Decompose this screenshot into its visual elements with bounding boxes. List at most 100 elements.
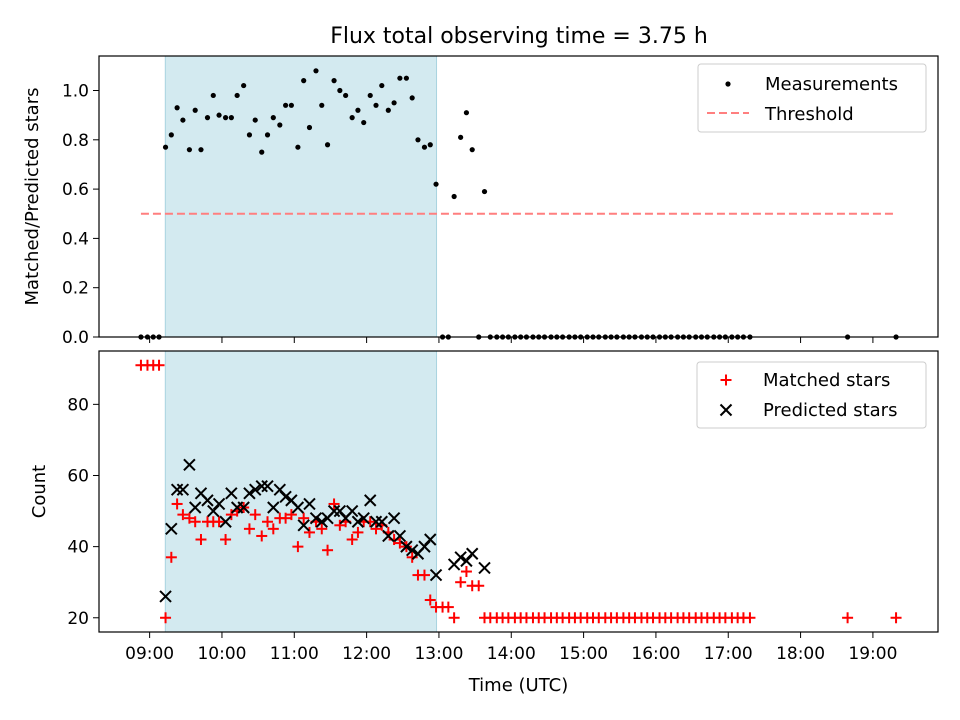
matched-star-point — [418, 569, 430, 581]
matched-star-point — [189, 516, 201, 528]
legend: Measurements Threshold — [697, 63, 927, 133]
measurement-point — [469, 147, 475, 153]
y-axis-label: Matched/Predicted stars — [22, 88, 43, 306]
measurement-point — [415, 137, 421, 143]
measurement-point — [234, 92, 240, 99]
predicted-star-point — [243, 487, 256, 500]
y-tick-label: 80 — [67, 395, 89, 415]
legend-label-measurements: Measurements — [765, 74, 898, 95]
measurement-point — [481, 188, 488, 195]
measurement-point — [313, 68, 319, 74]
observing-window-shade — [164, 55, 438, 338]
x-tick-label: 13:00 — [414, 644, 463, 664]
measurement-point — [319, 102, 325, 108]
matched-star-point — [406, 551, 418, 563]
predicted-star-point — [375, 515, 389, 528]
measurement-point — [277, 122, 283, 128]
measurement-point — [421, 144, 428, 150]
measurement-point — [180, 117, 186, 123]
matched-star-point — [171, 498, 183, 510]
measurement-point — [216, 112, 222, 118]
y-tick-label: 0.4 — [62, 229, 89, 249]
measurement-point — [427, 142, 433, 148]
y-tick-label: 40 — [67, 538, 89, 558]
matched-star-point — [195, 534, 207, 546]
measurement-point — [343, 92, 349, 99]
measurement-point — [246, 132, 253, 138]
measurement-point — [403, 75, 409, 81]
measurement-point — [391, 100, 397, 106]
measurement-point — [241, 82, 247, 89]
predicted-star-point — [279, 490, 292, 504]
predicted-star-point — [315, 515, 328, 528]
matched-star-point — [473, 580, 485, 592]
predicted-star-point — [405, 543, 419, 557]
predicted-star-point — [454, 551, 467, 564]
measurement-point — [331, 78, 337, 84]
matched-star-point — [322, 544, 334, 556]
legend-plus-glyph — [720, 374, 732, 386]
predicted-star-point — [212, 497, 226, 511]
measurement-point — [379, 82, 385, 89]
predicted-stars-points — [159, 458, 491, 603]
predicted-star-point — [382, 529, 395, 543]
measurement-point — [397, 75, 403, 81]
legend-box — [697, 63, 927, 133]
measurement-point — [451, 193, 457, 200]
observing-window-shade — [164, 350, 438, 633]
matched-star-point — [328, 498, 340, 510]
matched-star-point — [303, 526, 315, 538]
legend-cross-glyph — [719, 403, 733, 417]
matched-star-point — [460, 566, 472, 578]
y-tick-label: 0.6 — [62, 180, 89, 200]
measurement-point — [283, 102, 289, 108]
axes-frame — [98, 55, 939, 338]
matched-star-point — [256, 530, 268, 542]
predicted-star-point — [170, 483, 184, 496]
predicted-star-point — [369, 515, 383, 528]
measurement-point — [349, 115, 355, 121]
measurement-point — [192, 107, 198, 113]
matched-star-point — [262, 516, 274, 528]
predicted-star-point — [188, 501, 202, 514]
predicted-star-point — [303, 497, 316, 511]
predicted-star-point — [364, 494, 377, 507]
legend: Matched stars Predicted stars — [696, 361, 927, 429]
matched-star-point — [442, 601, 454, 613]
predicted-star-point — [478, 561, 491, 575]
predicted-star-point — [309, 511, 323, 525]
matched-star-point — [890, 612, 902, 624]
measurement-point — [168, 132, 174, 138]
matched-star-point — [292, 541, 304, 553]
matched-star-point — [744, 612, 756, 624]
measurement-point — [463, 110, 470, 116]
predicted-star-point — [393, 529, 407, 543]
x-tick-label: 12:00 — [342, 644, 391, 664]
y-tick-label: 60 — [67, 466, 89, 486]
ratio-panel: 0.0 0.2 0.4 0.6 0.8 1.0 Matched/Predicted sta… — [22, 55, 939, 348]
predicted-star-point — [249, 483, 262, 496]
x-tick-label: 16:00 — [631, 644, 680, 664]
matched-star-point — [249, 509, 261, 521]
predicted-star-point — [237, 501, 250, 514]
matched-star-point — [267, 523, 279, 535]
measurement-point — [301, 78, 307, 84]
count-panel: 20 40 60 80 09:00 10:00 11:00 12:00 13:00 14:00 1… — [29, 350, 939, 696]
matched-star-point — [388, 534, 400, 546]
x-tick-label: 09:00 — [125, 644, 174, 664]
legend-box — [696, 361, 927, 429]
predicted-star-point — [225, 487, 238, 500]
y-tick-label: 0.0 — [62, 328, 89, 348]
predicted-star-point — [219, 515, 232, 528]
matched-star-point — [285, 509, 297, 521]
measurement-point — [222, 115, 229, 121]
predicted-star-point — [429, 568, 443, 582]
predicted-star-point — [357, 511, 370, 525]
x-tick-label: 11:00 — [270, 644, 319, 664]
measurement-point — [162, 144, 169, 150]
matched-star-point — [153, 359, 165, 371]
y-ticks: 0.0 0.2 0.4 0.6 0.8 1.0 — [62, 82, 99, 348]
legend-marker-measurements — [725, 81, 731, 87]
predicted-star-point — [176, 483, 190, 496]
